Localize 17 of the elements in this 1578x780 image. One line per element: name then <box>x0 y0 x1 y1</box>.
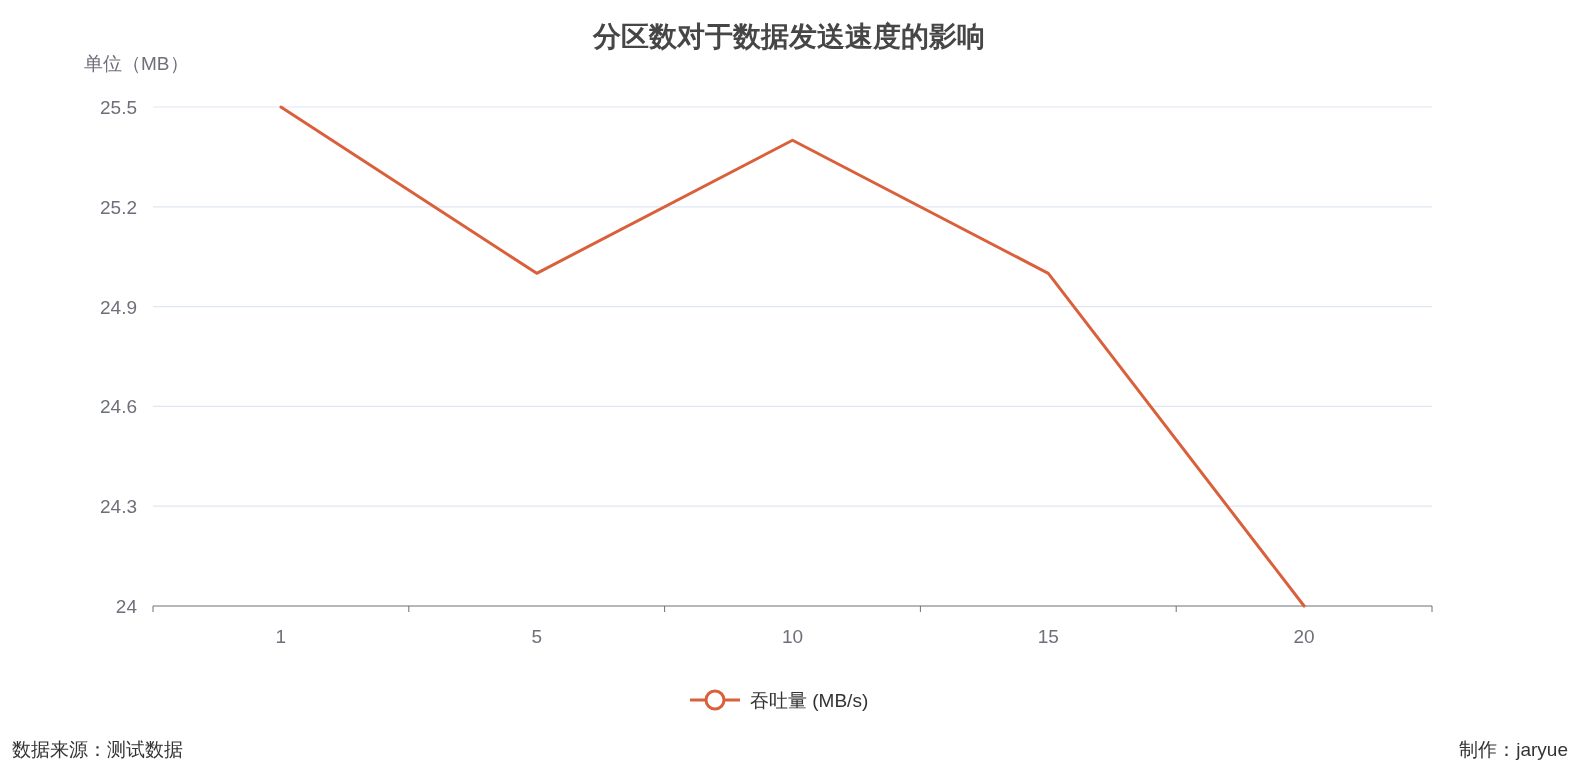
y-axis-title: 单位（MB） <box>84 53 189 74</box>
text: 制作：jaryue <box>1459 739 1568 760</box>
x-tick-label: 20 <box>1293 626 1315 647</box>
y-tick-label: 24.9 <box>100 296 137 318</box>
line-series <box>279 105 1306 608</box>
y-tick-label: 24.6 <box>100 396 137 418</box>
legend-label: 吞吐量 (MB/s) <box>750 690 869 711</box>
source-note: 数据来源：测试数据 <box>12 739 183 760</box>
x-tick-label: 5 <box>531 626 542 647</box>
x-tick-label: 15 <box>1037 626 1059 647</box>
x-tick-label: 1 <box>275 626 287 647</box>
y-tick-label: 25.5 <box>100 97 137 118</box>
y-tick-label: 24.3 <box>100 496 137 518</box>
y-tick-label: 24 <box>115 596 138 617</box>
chart-title: 分区数对于数据发送速度的影响 <box>592 21 985 52</box>
y-tick-label: 25.2 <box>100 196 137 218</box>
x-tick-label: 10 <box>781 626 804 647</box>
